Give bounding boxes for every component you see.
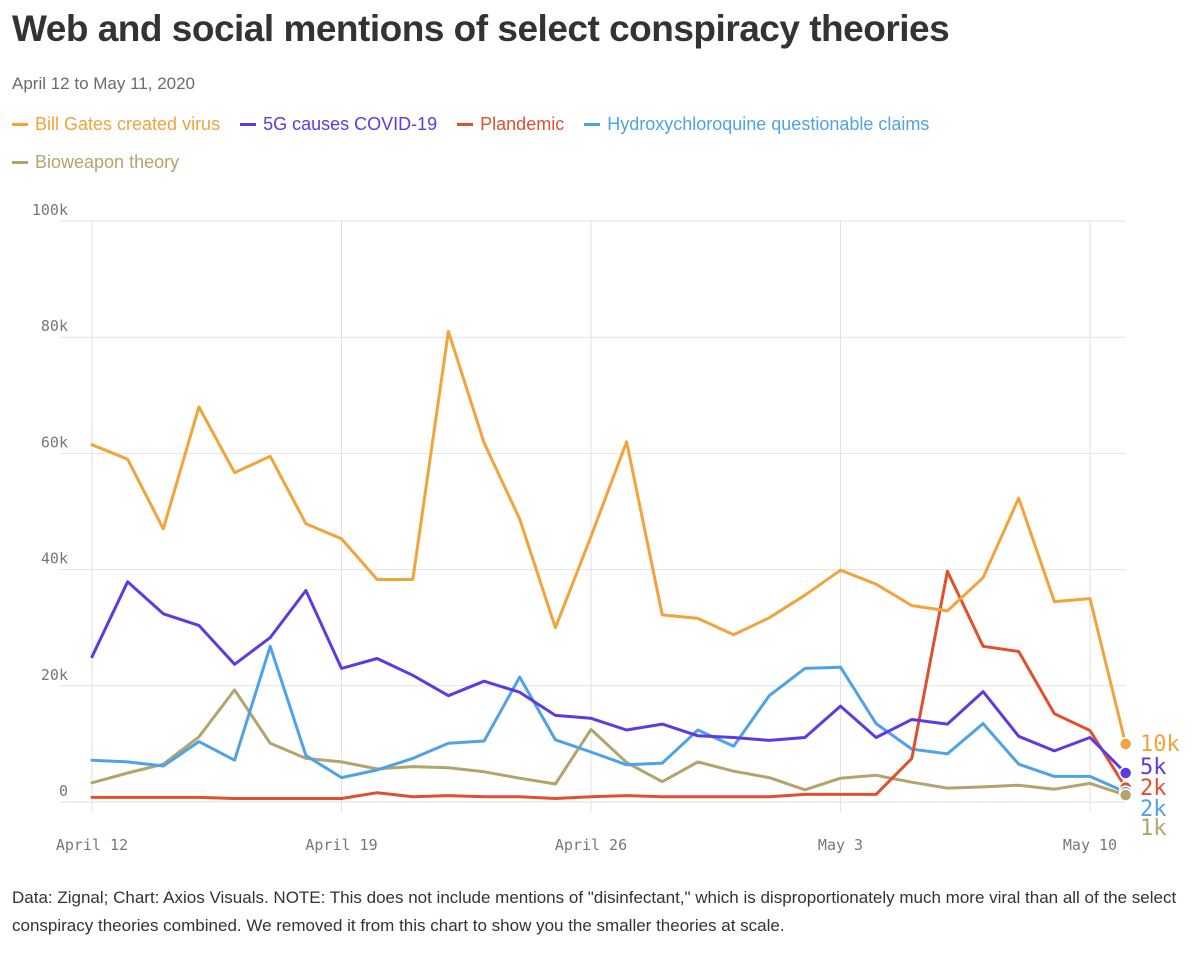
- legend-item-bioweapon: Bioweapon theory: [12, 150, 179, 174]
- series-end-label: 5k: [1140, 755, 1167, 780]
- legend-swatch: [240, 122, 257, 126]
- legend-label: Hydroxychloroquine questionable claims: [607, 113, 930, 134]
- series-end-label: 1k: [1140, 816, 1167, 841]
- series-line: [90, 688, 1128, 797]
- legend-label: 5G causes COVID-19: [263, 113, 438, 134]
- footnote: Data: Zignal; Chart: Axios Visuals. NOTE…: [12, 888, 1177, 935]
- y-tick-label: 80k: [41, 317, 68, 335]
- series-end-point: [1118, 766, 1133, 780]
- y-tick-label: 0: [59, 782, 68, 800]
- legend-swatch: [457, 122, 474, 126]
- y-tick-label: 20k: [41, 666, 68, 684]
- x-tick-label: April 19: [305, 836, 377, 854]
- legend-label: Bill Gates created virus: [35, 113, 221, 134]
- series-line: [90, 644, 1128, 794]
- line-chart: 0 20k 40k 60k 80k 100k April 12 April 19 April 2…: [32, 201, 1180, 854]
- legend-swatch: [12, 122, 28, 126]
- legend-label: Bioweapon theory: [35, 151, 180, 172]
- legend-item-hydroxychloroquine: Hydroxychloroquine questionable claims: [584, 112, 929, 136]
- chart-title: Web and social mentions of select conspi…: [12, 8, 950, 49]
- y-tick-label: 40k: [41, 550, 68, 568]
- legend-swatch: [584, 122, 601, 126]
- series-end-point: [1118, 788, 1133, 802]
- series-line: [90, 569, 1128, 800]
- series-end-label: 2k: [1140, 776, 1167, 801]
- legend-item-bill-gates: Bill Gates created virus: [12, 112, 220, 136]
- legend-item-plandemic: Plandemic: [457, 112, 564, 136]
- y-tick-label: 60k: [41, 433, 68, 451]
- series-end-label: 10k: [1140, 732, 1180, 757]
- chart-subtitle: April 12 to May 11, 2020: [12, 74, 196, 93]
- x-tick-label: May 3: [818, 836, 863, 854]
- legend-item-5g: 5G causes COVID-19: [240, 112, 437, 136]
- legend-label: Plandemic: [480, 113, 565, 134]
- series-end-label: 2k: [1140, 797, 1167, 822]
- x-tick-label: April 12: [56, 836, 128, 854]
- series-end-point: [1118, 737, 1133, 751]
- legend: Bill Gates created virus 5G causes COVID…: [12, 112, 1072, 174]
- series-line: [90, 329, 1128, 746]
- x-tick-label: April 26: [555, 836, 627, 854]
- legend-swatch: [12, 160, 28, 164]
- x-tick-label: May 10: [1063, 836, 1117, 854]
- series-line: [90, 580, 1128, 775]
- y-tick-label: 100k: [32, 201, 68, 219]
